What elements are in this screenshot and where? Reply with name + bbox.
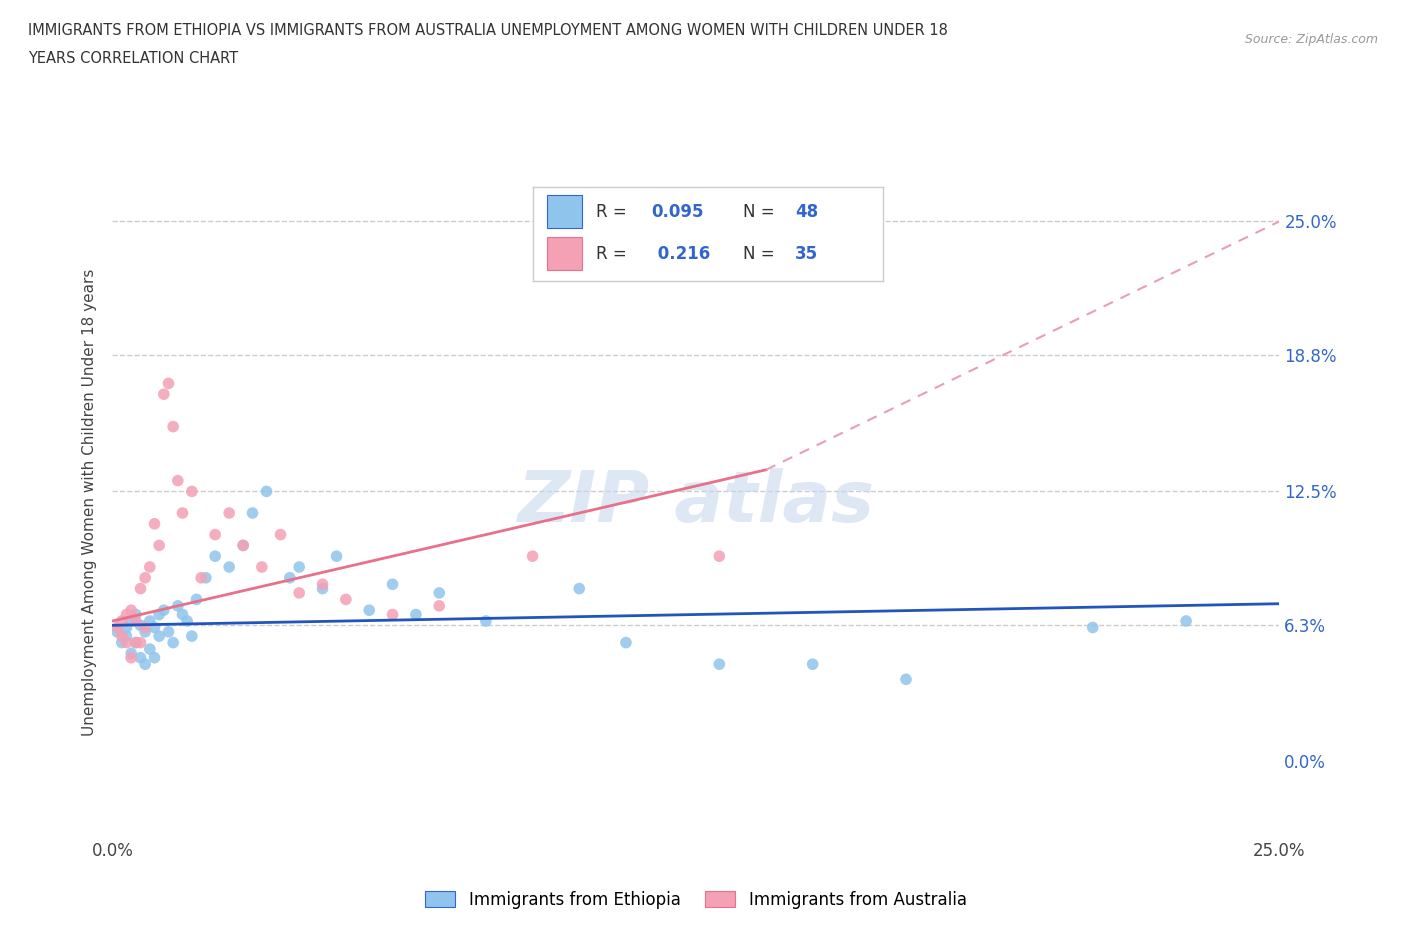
Point xyxy=(115,629,138,644)
Point xyxy=(427,586,450,601)
Point xyxy=(129,650,152,665)
Text: YEARS CORRELATION CHART: YEARS CORRELATION CHART xyxy=(28,51,238,66)
Point xyxy=(176,614,198,629)
Point xyxy=(111,629,134,644)
Point xyxy=(129,581,152,596)
Point xyxy=(143,650,166,665)
Point xyxy=(143,516,166,531)
Point xyxy=(204,549,226,564)
Point xyxy=(157,624,180,639)
Point xyxy=(568,581,591,596)
Point xyxy=(427,598,450,613)
Point xyxy=(1081,620,1104,635)
Point xyxy=(129,635,152,650)
Point xyxy=(105,624,128,639)
Point xyxy=(204,527,226,542)
Point xyxy=(381,607,404,622)
Point xyxy=(166,598,188,613)
Point xyxy=(111,614,134,629)
Point xyxy=(335,592,357,607)
Point xyxy=(120,650,142,665)
Point xyxy=(288,586,311,601)
Point xyxy=(359,603,381,618)
Point xyxy=(311,581,333,596)
Point xyxy=(134,570,156,585)
Point xyxy=(153,387,176,402)
Point xyxy=(180,484,202,498)
Point xyxy=(250,560,273,575)
Y-axis label: Unemployment Among Women with Children Under 18 years: Unemployment Among Women with Children U… xyxy=(82,269,97,736)
Point xyxy=(325,549,347,564)
Point xyxy=(311,577,333,591)
Point xyxy=(232,538,254,552)
Point xyxy=(115,620,138,635)
Text: Source: ZipAtlas.com: Source: ZipAtlas.com xyxy=(1244,33,1378,46)
Point xyxy=(801,657,824,671)
Point xyxy=(709,657,731,671)
Point xyxy=(148,538,170,552)
Point xyxy=(157,376,180,391)
Point xyxy=(256,484,278,498)
Point xyxy=(614,635,637,650)
Point xyxy=(129,618,152,632)
Point xyxy=(172,607,194,622)
Point xyxy=(218,506,240,521)
Point xyxy=(125,635,148,650)
Point xyxy=(166,473,188,488)
Point xyxy=(194,570,217,585)
Point xyxy=(120,614,142,629)
Point xyxy=(242,506,264,521)
Point xyxy=(278,570,301,585)
Point xyxy=(139,560,162,575)
Point xyxy=(381,577,404,591)
Point xyxy=(288,560,311,575)
Point xyxy=(139,642,162,657)
Point xyxy=(148,607,170,622)
Point xyxy=(125,607,148,622)
Point xyxy=(115,607,138,622)
Text: ZIP atlas: ZIP atlas xyxy=(517,468,875,537)
Point xyxy=(134,620,156,635)
Point xyxy=(120,646,142,661)
Point xyxy=(134,657,156,671)
Point xyxy=(153,603,176,618)
Point xyxy=(111,635,134,650)
Point xyxy=(218,560,240,575)
Point xyxy=(709,549,731,564)
Point xyxy=(270,527,292,542)
Point xyxy=(134,624,156,639)
Point xyxy=(894,671,917,686)
Point xyxy=(115,635,138,650)
Point xyxy=(190,570,212,585)
Point xyxy=(180,629,202,644)
Legend: Immigrants from Ethiopia, Immigrants from Australia: Immigrants from Ethiopia, Immigrants fro… xyxy=(419,884,973,916)
Point xyxy=(162,635,184,650)
Point xyxy=(105,620,128,635)
Point xyxy=(186,592,208,607)
Point xyxy=(172,506,194,521)
Point xyxy=(162,419,184,434)
Point xyxy=(120,603,142,618)
Text: IMMIGRANTS FROM ETHIOPIA VS IMMIGRANTS FROM AUSTRALIA UNEMPLOYMENT AMONG WOMEN W: IMMIGRANTS FROM ETHIOPIA VS IMMIGRANTS F… xyxy=(28,23,948,38)
Point xyxy=(405,607,427,622)
Point xyxy=(1175,614,1198,629)
Point xyxy=(143,620,166,635)
Point xyxy=(139,614,162,629)
Point xyxy=(232,538,254,552)
Point xyxy=(148,629,170,644)
Point xyxy=(522,549,544,564)
Point xyxy=(125,614,148,629)
Point xyxy=(125,635,148,650)
Point xyxy=(475,614,498,629)
